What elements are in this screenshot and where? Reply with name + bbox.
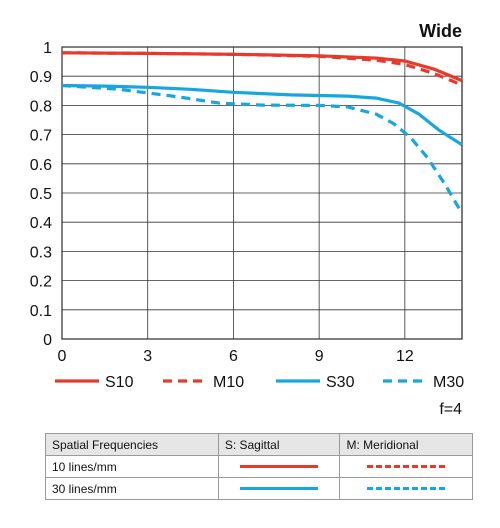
mtf-chart: 0 0.1 0.2 0.3 0.4 0.5 0.6 0.7 0.8 0.9 1 0 3 6 9 12 Wide S… xyxy=(30,21,464,391)
y-tick-label: 0.6 xyxy=(30,157,52,174)
table-row: 10 lines/mm xyxy=(45,455,473,478)
table-header-row: Spatial Frequencies S: Sagittal M: Merid… xyxy=(45,433,473,456)
y-tick-label: 0.8 xyxy=(30,98,52,115)
table-row: 30 lines/mm xyxy=(45,477,473,500)
y-tick-label: 0.7 xyxy=(30,128,52,145)
aperture-note: f=4 xyxy=(439,401,462,418)
table-header: M: Meridional xyxy=(339,433,473,456)
table-header: Spatial Frequencies xyxy=(45,433,219,456)
chart-title: Wide xyxy=(419,21,462,41)
y-tick-label: 0 xyxy=(43,332,52,349)
table-row-label: 30 lines/mm xyxy=(45,477,219,500)
table-header: S: Sagittal xyxy=(217,433,341,456)
legend-label: S10 xyxy=(105,374,134,391)
y-tick-label: 0.9 xyxy=(30,69,52,86)
series-line-m10 xyxy=(61,51,463,87)
meridional-swatch-cell xyxy=(339,477,473,500)
legend-label: M10 xyxy=(213,374,244,391)
x-tick-label: 0 xyxy=(58,348,67,365)
x-tick-label: 6 xyxy=(229,348,238,365)
sagittal-swatch-cell xyxy=(217,477,341,500)
y-tick-label: 0.3 xyxy=(30,244,52,261)
sagittal-swatch-cell xyxy=(217,455,341,478)
y-tick-label: 1 xyxy=(43,40,52,57)
chart-svg: 0 0.1 0.2 0.3 0.4 0.5 0.6 0.7 0.8 0.9 1 0 3 6 9 12 Wide S… xyxy=(30,21,464,391)
frequency-legend-table: Spatial Frequencies S: Sagittal M: Merid… xyxy=(45,433,473,500)
y-tick-label: 0.4 xyxy=(30,215,52,232)
x-tick-label: 9 xyxy=(315,348,324,365)
line-sample xyxy=(367,465,446,468)
x-tick-label: 3 xyxy=(143,348,152,365)
x-tick-label: 12 xyxy=(396,348,414,365)
legend-label: M30 xyxy=(433,374,464,391)
line-sample xyxy=(367,487,446,490)
meridional-swatch-cell xyxy=(339,455,473,478)
line-sample xyxy=(240,487,319,490)
line-sample xyxy=(240,465,319,468)
y-tick-label: 0.2 xyxy=(30,274,52,291)
y-tick-label: 0.5 xyxy=(30,186,52,203)
legend-label: S30 xyxy=(326,374,355,391)
y-tick-label: 0.1 xyxy=(30,303,52,320)
table-row-label: 10 lines/mm xyxy=(45,455,219,478)
series-line-s30 xyxy=(61,83,463,147)
series-line-m30 xyxy=(61,83,464,215)
